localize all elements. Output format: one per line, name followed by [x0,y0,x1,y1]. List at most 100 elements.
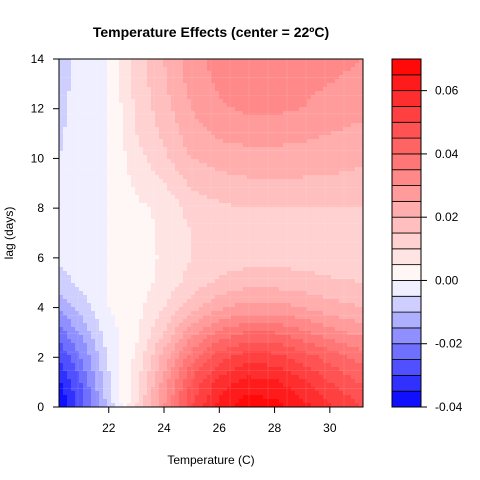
contour-cell [171,251,176,256]
contour-cell [231,195,236,200]
contour-cell [95,295,100,300]
contour-cell [347,267,352,272]
contour-cell [63,187,68,192]
contour-cell [283,263,288,268]
contour-cell [59,235,64,240]
contour-cell [355,183,360,188]
contour-cell [351,199,356,204]
contour-cell [163,187,168,192]
contour-cell [199,159,204,164]
contour-cell [283,175,288,180]
contour-cell [191,315,196,320]
contour-cell [155,287,160,292]
contour-cell [159,303,164,308]
contour-cell [335,235,340,240]
contour-cell [207,191,212,196]
contour-cell [259,195,264,200]
contour-cell [99,135,104,140]
contour-cell [171,315,176,320]
contour-cell [271,75,276,80]
contour-cell [339,179,344,184]
contour-cell [315,155,320,160]
contour-cell [103,259,108,264]
contour-cell [115,199,120,204]
contour-cell [311,79,316,84]
contour-cell [171,211,176,216]
contour-cell [159,123,164,128]
contour-cell [271,223,276,228]
contour-cell [359,151,364,156]
contour-cell [283,275,288,280]
contour-cell [175,59,180,64]
contour-cell [279,203,284,208]
contour-cell [343,135,348,140]
contour-cell [343,103,348,108]
contour-cell [351,295,356,300]
contour-cell [319,195,324,200]
contour-cell [163,211,168,216]
contour-cell [271,239,276,244]
contour-cell [135,319,140,324]
contour-cell [231,199,236,204]
contour-cell [199,63,204,68]
contour-cell [311,227,316,232]
contour-cell [99,283,104,288]
contour-cell [171,235,176,240]
contour-cell [331,311,336,316]
contour-cell [207,251,212,256]
contour-cell [295,291,300,296]
contour-cell [247,227,252,232]
contour-cell [235,223,240,228]
contour-cell [91,287,96,292]
contour-cell [259,87,264,92]
contour-cell [267,159,272,164]
contour-cell [339,303,344,308]
contour-cell [267,207,272,212]
contour-cell [135,107,140,112]
contour-cell [79,251,84,256]
contour-cell [231,163,236,168]
contour-cell [339,67,344,72]
contour-cell [275,127,280,132]
contour-cell [67,223,72,228]
contour-cell [183,235,188,240]
contour-cell [331,295,336,300]
contour-cell [67,287,72,292]
contour-cell [199,195,204,200]
contour-cell [95,71,100,76]
contour-cell [271,159,276,164]
contour-cell [267,99,272,104]
contour-cell [351,203,356,208]
contour-cell [71,211,76,216]
contour-cell [139,275,144,280]
contour-cell [271,243,276,248]
contour-cell [295,191,300,196]
contour-cell [343,71,348,76]
contour-cell [111,99,116,104]
contour-cell [299,131,304,136]
contour-cell [247,291,252,296]
contour-cell [259,95,264,100]
contour-cell [299,127,304,132]
contour-cell [59,211,64,216]
contour-cell [327,239,332,244]
contour-cell [87,263,92,268]
contour-cell [87,127,92,132]
contour-cell [59,227,64,232]
contour-cell [91,259,96,264]
contour-cell [219,255,224,260]
contour-cell [251,223,256,228]
contour-cell [187,199,192,204]
contour-cell [303,259,308,264]
contour-cell [291,115,296,120]
contour-cell [87,207,92,212]
contour-cell [243,219,248,224]
contour-cell [239,295,244,300]
contour-cell [167,271,172,276]
contour-cell [67,163,72,168]
contour-cell [187,95,192,100]
contour-cell [59,199,64,204]
contour-cell [63,147,68,152]
contour-cell [187,91,192,96]
contour-cell [291,123,296,128]
